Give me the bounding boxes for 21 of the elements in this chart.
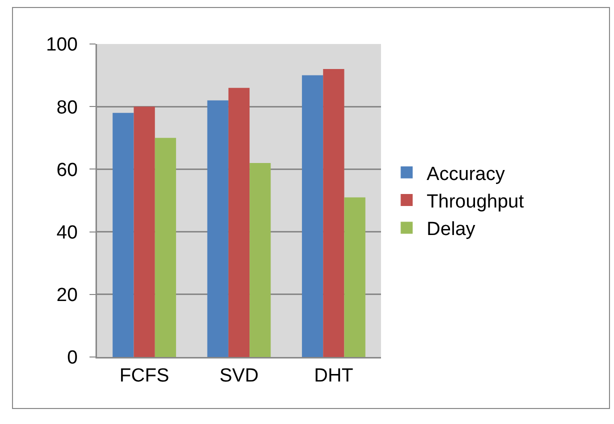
bar [323, 69, 344, 357]
legend-label: Delay [426, 219, 476, 240]
y-tick-label: 0 [67, 348, 78, 369]
legend-label: Throughput [426, 191, 525, 212]
bar [344, 197, 366, 357]
bar [207, 100, 228, 357]
x-tick-label: SVD [219, 365, 259, 386]
y-tick-label: 40 [56, 222, 78, 244]
y-tick-label: 60 [56, 160, 78, 181]
legend-label: Accuracy [426, 164, 506, 185]
y-tick-label: 80 [56, 97, 78, 118]
bar [112, 112, 134, 357]
bar [250, 162, 271, 357]
x-tick-label: FCFS [120, 365, 170, 386]
x-tick-label: DHT [314, 365, 354, 386]
y-tick-label: 20 [56, 285, 78, 306]
y-tick-label: 100 [46, 34, 78, 56]
bar [154, 138, 176, 357]
bar [134, 106, 155, 357]
bar [302, 75, 324, 357]
bar [228, 88, 250, 357]
